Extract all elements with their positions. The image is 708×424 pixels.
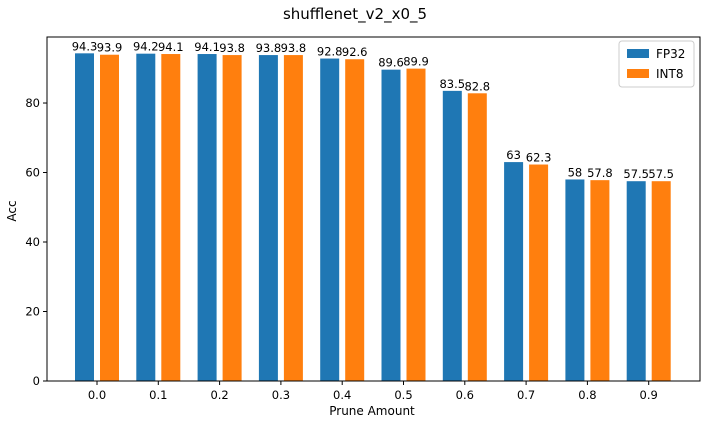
x-tick-label: 0.7 <box>517 388 535 402</box>
bar-int8 <box>345 59 365 382</box>
x-tick-label: 0.4 <box>333 388 351 402</box>
bar-fp32 <box>75 53 94 382</box>
data-label: 93.8 <box>219 41 245 55</box>
bar-fp32 <box>565 179 585 381</box>
y-tick-label: 60 <box>25 166 40 180</box>
x-tick-label: 0.8 <box>578 388 596 402</box>
bar-int8 <box>467 93 487 382</box>
x-tick-label: 0.6 <box>456 388 474 402</box>
x-tick-label: 0.3 <box>272 388 290 402</box>
chart-title: shufflenet_v2_x0_5 <box>283 5 427 24</box>
legend-label-fp32: FP32 <box>656 47 685 61</box>
legend-label-int8: INT8 <box>656 67 683 81</box>
data-label: 57.5 <box>648 167 674 181</box>
data-label: 93.8 <box>256 41 282 55</box>
legend: FP32 INT8 <box>618 40 695 88</box>
bar-int8 <box>283 55 303 381</box>
data-label: 94.2 <box>133 40 159 54</box>
data-label: 93.8 <box>281 41 307 55</box>
data-label: 89.6 <box>378 56 404 70</box>
legend-swatch-fp32 <box>627 49 649 58</box>
data-label: 94.1 <box>158 40 184 54</box>
y-axis-label: Acc <box>5 200 19 221</box>
data-label: 93.9 <box>97 41 123 55</box>
data-label: 63 <box>506 148 521 162</box>
bar-int8 <box>406 68 426 381</box>
x-axis-label: Prune Amount <box>329 404 415 418</box>
y-tick-label: 40 <box>25 235 40 249</box>
x-tick-label: 0.5 <box>394 388 412 402</box>
bar-fp32 <box>197 54 217 381</box>
data-label: 58 <box>568 165 583 179</box>
bar-fp32 <box>442 90 462 382</box>
bar-int8 <box>161 54 181 381</box>
data-label: 57.8 <box>587 166 613 180</box>
plot-frame <box>46 36 701 382</box>
bar-int8 <box>529 164 549 381</box>
bar-int8 <box>100 54 119 381</box>
bar-fp32 <box>504 162 524 381</box>
x-tick-label: 0.0 <box>88 388 106 402</box>
bar-fp32 <box>381 69 401 381</box>
data-label: 82.8 <box>464 79 490 93</box>
bar-fp32 <box>258 55 278 381</box>
bar-fp32 <box>136 53 156 382</box>
bar-fp32 <box>320 58 340 382</box>
bar-int8 <box>651 181 671 381</box>
data-label: 92.6 <box>342 45 368 59</box>
data-label: 83.5 <box>439 77 465 91</box>
y-tick-label: 0 <box>33 374 40 388</box>
x-tick-label: 0.1 <box>149 388 167 402</box>
data-label: 94.1 <box>194 40 220 54</box>
data-label: 92.8 <box>317 45 343 59</box>
data-label: 57.5 <box>623 167 649 181</box>
bar-int8 <box>590 180 610 381</box>
data-label: 94.3 <box>72 39 98 53</box>
x-tick-label: 0.9 <box>640 388 658 402</box>
legend-swatch-int8 <box>627 69 649 78</box>
x-tick-label: 0.2 <box>210 388 228 402</box>
y-tick-label: 20 <box>25 305 40 319</box>
bar-fp32 <box>626 181 646 381</box>
y-tick-label: 80 <box>25 96 40 110</box>
bar-int8 <box>222 55 242 381</box>
data-label: 62.3 <box>526 151 552 165</box>
data-label: 89.9 <box>403 55 429 69</box>
